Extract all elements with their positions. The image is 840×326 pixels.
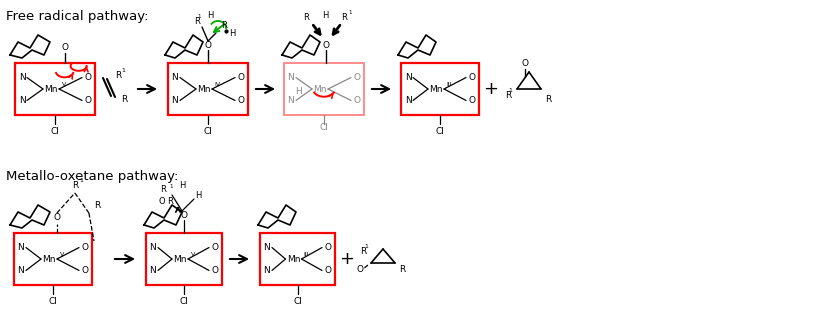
Text: 1: 1 [348, 10, 351, 16]
Bar [284, 63, 364, 115]
Text: Mn: Mn [45, 84, 58, 94]
Text: N: N [18, 73, 25, 82]
Text: V: V [60, 251, 64, 257]
Text: O: O [354, 96, 360, 105]
Text: O: O [212, 266, 218, 275]
Bar [146, 233, 222, 285]
Text: R: R [505, 91, 511, 99]
Text: O: O [354, 73, 360, 82]
Text: Mn: Mn [197, 84, 211, 94]
Text: V: V [191, 251, 195, 257]
Text: H: H [179, 182, 185, 190]
Text: O: O [81, 243, 88, 252]
Text: R: R [167, 197, 173, 205]
Text: Cl: Cl [203, 126, 213, 136]
Text: III: III [446, 82, 452, 86]
Text: N: N [18, 96, 25, 105]
Text: +: + [484, 80, 498, 98]
Text: 1: 1 [508, 87, 512, 93]
Text: N: N [405, 73, 412, 82]
Text: Cl: Cl [49, 297, 57, 305]
Text: +: + [339, 250, 354, 268]
Bar [168, 63, 248, 115]
Text: H: H [207, 10, 213, 20]
Text: R: R [360, 246, 366, 256]
Text: 1: 1 [197, 13, 201, 19]
Text: N: N [18, 243, 24, 252]
Text: H: H [323, 10, 328, 20]
Text: O: O [54, 213, 60, 221]
Text: O: O [61, 43, 68, 52]
Text: N: N [287, 73, 294, 82]
Text: IV: IV [214, 82, 220, 86]
Text: N: N [264, 266, 270, 275]
Text: O: O [238, 73, 244, 82]
Text: H: H [228, 28, 235, 37]
Text: O: O [356, 264, 364, 274]
Text: N: N [150, 266, 156, 275]
Text: H: H [295, 87, 302, 96]
Text: R: R [115, 71, 121, 81]
Bar [14, 233, 92, 285]
Text: O: O [324, 266, 332, 275]
Text: 1: 1 [364, 244, 368, 248]
Text: R: R [121, 96, 127, 105]
Text: O: O [81, 266, 88, 275]
Text: Mn: Mn [429, 84, 443, 94]
Text: O: O [212, 243, 218, 252]
Text: O: O [181, 211, 187, 219]
Text: Cl: Cl [436, 126, 444, 136]
Bar [15, 63, 95, 115]
Text: O: O [204, 40, 212, 50]
Text: R: R [302, 13, 308, 22]
Text: N: N [150, 243, 156, 252]
Text: N: N [405, 96, 412, 105]
Text: Cl: Cl [293, 297, 302, 305]
Text: O: O [522, 60, 528, 68]
Text: O: O [238, 96, 244, 105]
Text: R: R [341, 13, 347, 22]
Text: O: O [469, 96, 475, 105]
Text: R: R [160, 185, 166, 195]
Text: R: R [545, 95, 551, 103]
Bar [260, 233, 335, 285]
Text: O: O [159, 197, 165, 205]
Text: V: V [62, 82, 66, 86]
Text: O: O [469, 73, 475, 82]
Text: Free radical pathway:: Free radical pathway: [6, 10, 149, 23]
Text: N: N [287, 96, 294, 105]
Text: N: N [264, 243, 270, 252]
Text: Mn: Mn [173, 255, 186, 263]
Text: Mn: Mn [42, 255, 55, 263]
Text: N: N [171, 96, 178, 105]
Bar [401, 63, 479, 115]
Text: O: O [85, 96, 92, 105]
Text: N: N [18, 266, 24, 275]
Text: R: R [94, 201, 100, 211]
Text: R: R [71, 181, 78, 189]
Text: Metallo-oxetane pathway:: Metallo-oxetane pathway: [6, 170, 178, 183]
Text: Mn: Mn [286, 255, 300, 263]
Text: 1: 1 [121, 67, 125, 72]
Text: 1: 1 [79, 177, 83, 183]
Text: Cl: Cl [50, 126, 60, 136]
Text: O: O [324, 243, 332, 252]
Text: III: III [304, 251, 309, 257]
Text: R: R [221, 21, 227, 29]
Text: O: O [85, 73, 92, 82]
Text: O: O [322, 40, 329, 50]
Text: Cl: Cl [180, 297, 188, 305]
Text: R: R [399, 264, 405, 274]
Text: 1: 1 [169, 184, 173, 188]
Text: Mn: Mn [313, 84, 327, 94]
Text: Cl: Cl [319, 124, 328, 132]
Text: H: H [195, 190, 202, 200]
Text: R: R [194, 17, 200, 25]
Text: N: N [171, 73, 178, 82]
